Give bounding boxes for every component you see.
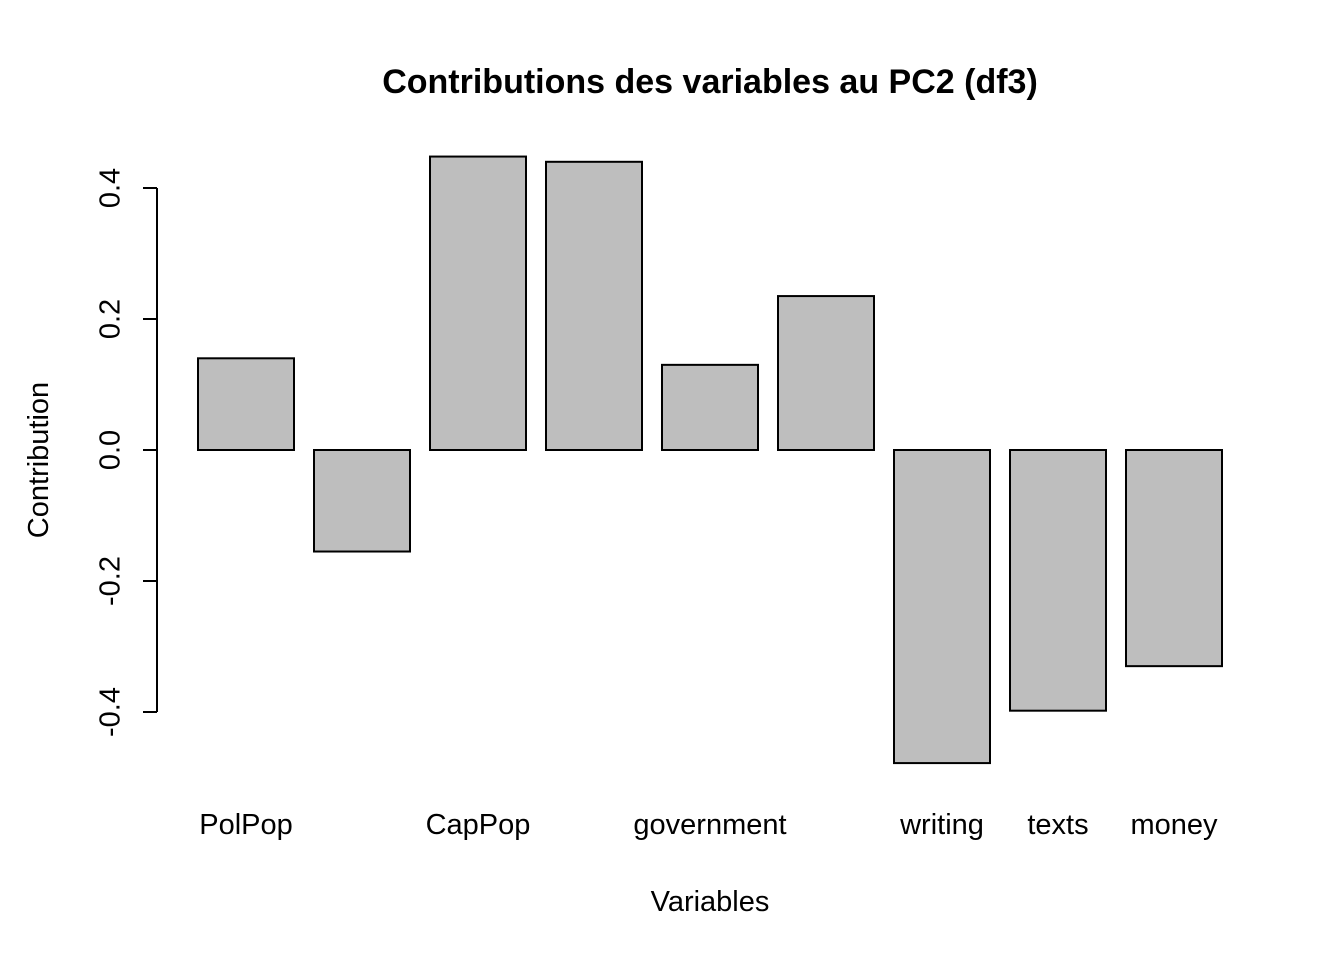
chart-title: Contributions des variables au PC2 (df3): [382, 63, 1038, 101]
x-tick-label: writing: [899, 809, 984, 841]
bars-group: [197, 155, 1223, 765]
bar-5: [777, 295, 875, 452]
x-axis-label: Variables: [651, 886, 770, 918]
bar-1: [313, 449, 411, 553]
y-tick-label: 0.4: [95, 168, 127, 208]
bar-6: [893, 449, 991, 765]
bar-8: [1125, 449, 1223, 668]
y-tick-label: 0.0: [95, 430, 127, 470]
x-tick-label: PolPop: [199, 809, 293, 841]
x-tick-labels: PolPop CapPop government writing texts money: [199, 809, 1218, 841]
y-axis-label: Contribution: [23, 382, 55, 538]
y-tick-label: 0.2: [95, 299, 127, 339]
y-tick-label: -0.2: [95, 556, 127, 606]
x-tick-label: money: [1130, 809, 1218, 841]
bar-2: [429, 155, 527, 451]
y-tick-label: -0.4: [95, 687, 127, 737]
bar-4: [661, 363, 759, 452]
bar-7: [1009, 449, 1107, 712]
bar-3: [545, 160, 643, 452]
x-tick-label: government: [633, 809, 786, 841]
bar-0: [197, 357, 295, 451]
x-tick-label: CapPop: [426, 809, 531, 841]
y-axis: -0.4 -0.2 0.0 0.2 0.4: [95, 168, 158, 737]
x-tick-label: texts: [1027, 809, 1088, 841]
